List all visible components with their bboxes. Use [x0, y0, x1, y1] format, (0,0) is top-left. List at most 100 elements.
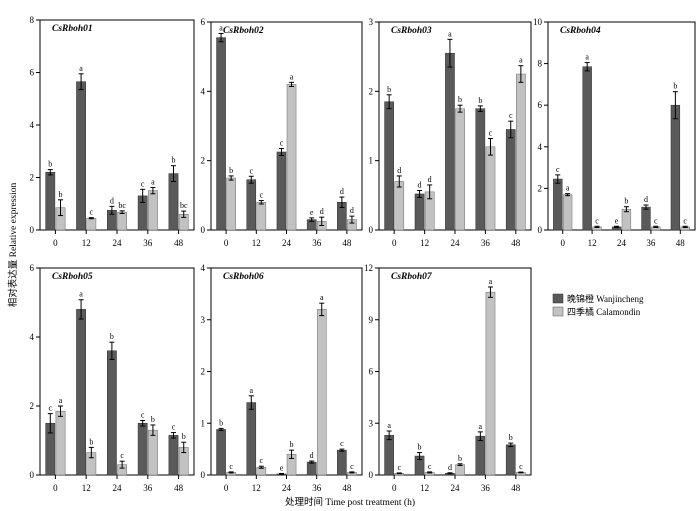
bar: [475, 435, 486, 476]
y-tick-label: 2: [201, 156, 206, 166]
y-tick-label: 3: [201, 315, 206, 325]
y-tick-label: 6: [369, 367, 374, 377]
panel-title: CsRboh04: [560, 26, 601, 36]
x-tick-label: 0: [224, 238, 229, 248]
y-tick-label: 0: [369, 225, 374, 235]
legend: 晚锦橙 Wanjincheng 四季橘 Calamondin: [552, 293, 644, 317]
significance-label: e: [310, 208, 314, 217]
bar: [337, 449, 347, 476]
bar: [107, 350, 117, 476]
y-tick-label: 4: [30, 332, 35, 342]
significance-label: a: [79, 290, 83, 299]
y-tick-label: 0: [369, 470, 374, 480]
significance-label: d: [644, 195, 648, 204]
significance-label: c: [229, 462, 233, 471]
y-tick-label: 0: [201, 470, 206, 480]
y-axis-label: 相对表达量 Relative expression: [7, 182, 19, 307]
significance-label: d: [310, 451, 314, 460]
y-tick-label: 6: [201, 17, 206, 27]
x-tick-label: 24: [282, 483, 292, 493]
bar: [455, 108, 465, 231]
y-tick-label: 2: [201, 367, 206, 377]
bar: [582, 66, 592, 231]
bar: [168, 173, 179, 231]
bar: [394, 181, 405, 231]
y-tick-label: 1: [369, 156, 374, 166]
bar: [148, 190, 158, 231]
y-tick-label: 0: [538, 225, 543, 235]
x-tick-label: 0: [560, 238, 565, 248]
significance-label: b: [458, 95, 462, 104]
panel-title: CsRboh03: [391, 26, 432, 36]
significance-label: c: [90, 208, 94, 217]
x-tick-label: 48: [511, 483, 521, 493]
significance-label: c: [509, 111, 513, 120]
significance-label: b: [290, 440, 294, 449]
x-tick-label: 12: [588, 238, 597, 248]
bar: [256, 202, 267, 231]
significance-label: b: [219, 418, 223, 427]
significance-label: a: [290, 72, 294, 81]
x-tick-label: 48: [342, 483, 352, 493]
bar: [45, 172, 56, 231]
significance-label: a: [151, 177, 155, 186]
bar: [384, 435, 394, 476]
x-axis-label: 处理时间 Time post treatment (h): [285, 496, 415, 508]
x-tick-label: 36: [312, 238, 322, 248]
y-tick-label: 2: [30, 173, 35, 183]
x-tick-label: 12: [82, 483, 91, 493]
significance-label: b: [229, 166, 233, 175]
x-tick-label: 0: [224, 483, 229, 493]
x-tick-label: 24: [113, 483, 123, 493]
legend-swatch-wanjincheng: [552, 293, 564, 304]
bar: [485, 146, 496, 231]
significance-label: b: [458, 454, 462, 463]
x-tick-label: 36: [646, 238, 656, 248]
y-tick-label: 10: [533, 17, 543, 27]
bar: [216, 37, 226, 231]
bar: [76, 81, 86, 231]
significance-label: c: [595, 216, 599, 225]
y-tick-label: 0: [201, 225, 206, 235]
x-tick-label: 48: [174, 483, 184, 493]
bar: [137, 423, 148, 476]
significance-label: d: [340, 187, 344, 196]
bar: [516, 73, 526, 231]
y-tick-label: 0: [30, 225, 35, 235]
significance-label: a: [566, 184, 570, 193]
significance-label: a: [320, 293, 324, 302]
bar: [226, 177, 236, 231]
bar: [384, 101, 394, 231]
bar: [276, 151, 287, 231]
y-tick-label: 9: [369, 315, 374, 325]
significance-label: d: [110, 196, 114, 205]
significance-label: bc: [118, 201, 126, 210]
bar: [286, 84, 297, 231]
bar: [55, 410, 66, 476]
significance-label: a: [219, 23, 223, 32]
x-tick-label: 36: [143, 238, 153, 248]
panel-title: CsRboh06: [223, 272, 264, 282]
y-tick-label: 3: [369, 17, 374, 27]
x-tick-label: 24: [451, 238, 461, 248]
legend-label-wanjincheng: 晚锦橙 Wanjincheng: [567, 293, 644, 304]
significance-label: d: [350, 206, 354, 215]
significance-label: b: [624, 197, 628, 206]
x-tick-label: 48: [676, 238, 686, 248]
significance-label: b: [387, 85, 391, 94]
bar: [306, 461, 317, 476]
significance-label: c: [172, 423, 176, 432]
significance-label: b: [59, 190, 63, 199]
bar: [246, 179, 257, 231]
panel-title: CsRboh01: [52, 24, 93, 34]
y-tick-label: 2: [369, 86, 374, 96]
significance-label: c: [141, 410, 145, 419]
bar: [505, 444, 516, 476]
significance-label: b: [171, 156, 175, 165]
significance-label: c: [556, 165, 560, 174]
y-tick-label: 6: [30, 263, 35, 273]
bar: [76, 309, 86, 476]
